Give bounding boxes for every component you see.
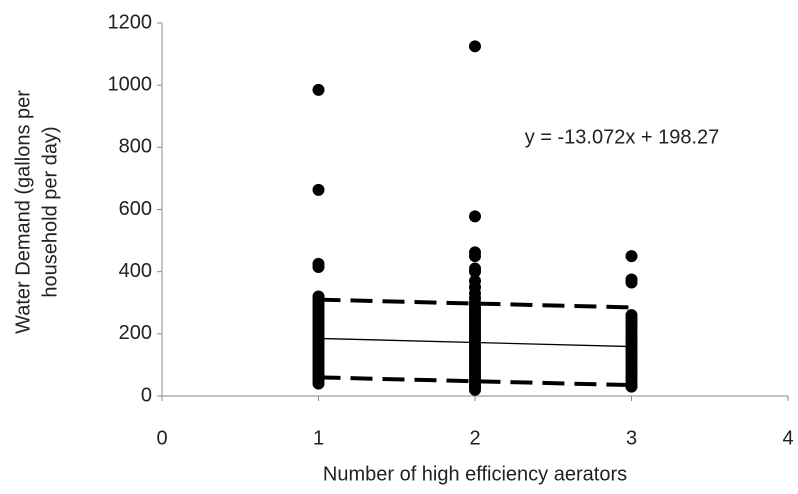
data-point (312, 83, 325, 96)
data-point (469, 210, 481, 223)
data-point (312, 261, 325, 274)
data-point (625, 276, 638, 289)
data-point (469, 40, 481, 53)
data-point (469, 265, 481, 278)
x-tick-label: 2 (469, 427, 480, 449)
equation-annotation: y = -13.072x + 198.27 (525, 126, 720, 148)
data-point (469, 383, 481, 396)
data-point (625, 380, 638, 393)
data-point (625, 250, 638, 263)
y-tick-label: 1200 (108, 11, 153, 33)
data-point (469, 250, 481, 263)
y-axis-label: household per day) (39, 126, 61, 297)
y-tick-label: 600 (119, 198, 152, 220)
bound-line (318, 297, 632, 310)
y-axis-label: Water Demand (gallons per (12, 90, 34, 334)
y-tick-label: 400 (119, 260, 152, 282)
data-point (312, 183, 325, 196)
x-tick-label: 3 (626, 427, 637, 449)
y-tick-label: 200 (119, 322, 152, 344)
data-point (312, 377, 325, 390)
x-tick-label: 4 (782, 427, 793, 449)
y-tick-label: 0 (141, 384, 152, 406)
x-tick-label: 0 (156, 427, 167, 449)
x-axis-label: Number of high efficiency aerators (323, 463, 627, 485)
y-tick-label: 800 (119, 136, 152, 158)
x-tick-label: 1 (313, 427, 324, 449)
trend-line (318, 337, 632, 348)
bound-line (318, 375, 632, 388)
y-tick-label: 1000 (108, 73, 153, 95)
